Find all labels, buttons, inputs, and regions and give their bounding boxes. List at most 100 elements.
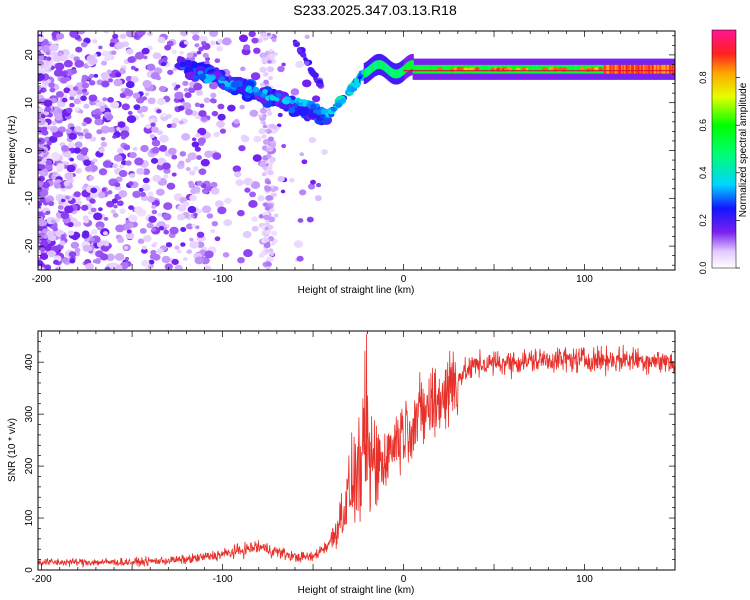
noise-column <box>265 206 271 211</box>
noise-speckle <box>145 124 151 129</box>
noise-speckle <box>39 247 46 253</box>
noise-speckle <box>248 31 256 38</box>
noise-speckle <box>151 146 160 154</box>
noise-speckle <box>44 106 52 112</box>
noise-speckle <box>62 201 69 207</box>
x-tick-label: -100 <box>213 574 233 585</box>
noise-speckle <box>145 266 150 270</box>
noise-speckle <box>290 88 300 96</box>
noise-speckle <box>197 127 207 136</box>
noise-speckle <box>172 67 177 72</box>
noise-speckle <box>210 40 217 46</box>
ridge-core <box>206 75 215 82</box>
noise-speckle <box>178 160 185 166</box>
noise-speckle <box>76 153 85 161</box>
noise-speckle <box>68 132 77 140</box>
upper-branch-blob <box>303 57 308 62</box>
noise-speckle <box>38 143 44 149</box>
noise-speckle <box>97 192 106 199</box>
noise-speckle <box>165 242 173 248</box>
noise-column <box>267 129 272 134</box>
noise-speckle <box>204 150 214 158</box>
noise-speckle <box>57 51 64 56</box>
noise-speckle <box>128 181 134 186</box>
noise-speckle <box>76 31 86 35</box>
noise-column <box>259 66 267 73</box>
noise-speckle <box>250 181 261 189</box>
noise-speckle <box>116 147 124 154</box>
noise-speckle <box>177 204 187 212</box>
snr-xlabel: Height of straight line (km) <box>298 585 415 596</box>
y-tick-label: 300 <box>24 405 35 422</box>
noise-speckle <box>241 135 250 143</box>
noise-speckle <box>152 52 162 60</box>
y-tick-label: -10 <box>24 191 35 206</box>
noise-speckle <box>222 37 232 46</box>
noise-column <box>260 32 267 38</box>
noise-column <box>271 124 278 130</box>
noise-speckle <box>78 132 84 138</box>
noise-speckle <box>65 195 70 200</box>
noise-speckle <box>60 234 66 239</box>
noise-speckle <box>193 82 203 91</box>
noise-speckle <box>49 125 59 133</box>
noise-speckle <box>48 135 58 143</box>
noise-speckle <box>308 137 317 144</box>
noise-speckle <box>47 250 56 258</box>
noise-speckle <box>97 225 103 231</box>
noise-speckle <box>123 42 128 46</box>
noise-speckle <box>297 218 304 223</box>
noise-speckle <box>60 211 70 220</box>
noise-speckle <box>197 137 206 145</box>
noise-speckle <box>88 175 95 181</box>
noise-speckle <box>101 80 110 88</box>
noise-speckle <box>120 135 127 140</box>
noise-speckle <box>251 225 259 232</box>
noise-speckle <box>147 191 154 197</box>
noise-column <box>266 229 272 235</box>
y-tick-label: 20 <box>24 49 35 61</box>
noise-speckle <box>211 110 219 117</box>
noise-speckle <box>94 118 103 126</box>
noise-column <box>268 53 276 59</box>
noise-speckle <box>69 31 79 38</box>
noise-speckle <box>100 72 109 79</box>
noise-column <box>268 48 274 53</box>
x-tick-label: 100 <box>576 274 593 285</box>
noise-speckle <box>194 43 200 48</box>
noise-speckle <box>73 191 81 198</box>
noise-speckle <box>237 209 245 217</box>
noise-speckle <box>315 182 322 188</box>
noise-speckle <box>176 213 186 221</box>
noise-speckle <box>196 180 203 186</box>
upper-branch-blob <box>310 69 316 74</box>
noise-speckle <box>172 117 180 124</box>
noise-speckle <box>182 102 192 110</box>
noise-column <box>261 57 269 63</box>
noise-speckle <box>201 41 207 46</box>
noise-speckle <box>174 264 183 270</box>
noise-speckle <box>69 96 75 101</box>
noise-speckle <box>277 112 283 118</box>
noise-speckle <box>55 90 64 98</box>
noise-speckle <box>74 125 82 133</box>
noise-speckle <box>139 191 147 197</box>
noise-column <box>261 135 266 139</box>
noise-speckle <box>174 91 184 100</box>
noise-speckle <box>111 198 118 204</box>
noise-speckle <box>188 183 196 189</box>
tone-hotspot <box>579 66 585 71</box>
noise-speckle <box>89 136 97 142</box>
ridge-core <box>230 81 239 88</box>
noise-speckle <box>148 259 155 265</box>
noise-column <box>265 261 272 267</box>
noise-speckle <box>214 58 221 64</box>
noise-speckle <box>78 135 84 140</box>
noise-speckle <box>130 65 136 70</box>
noise-speckle <box>142 80 152 88</box>
noise-speckle <box>63 87 71 94</box>
upper-branch-blob <box>311 72 319 79</box>
noise-speckle <box>69 102 75 108</box>
colorbar-tick-label: 0.4 <box>698 167 708 180</box>
